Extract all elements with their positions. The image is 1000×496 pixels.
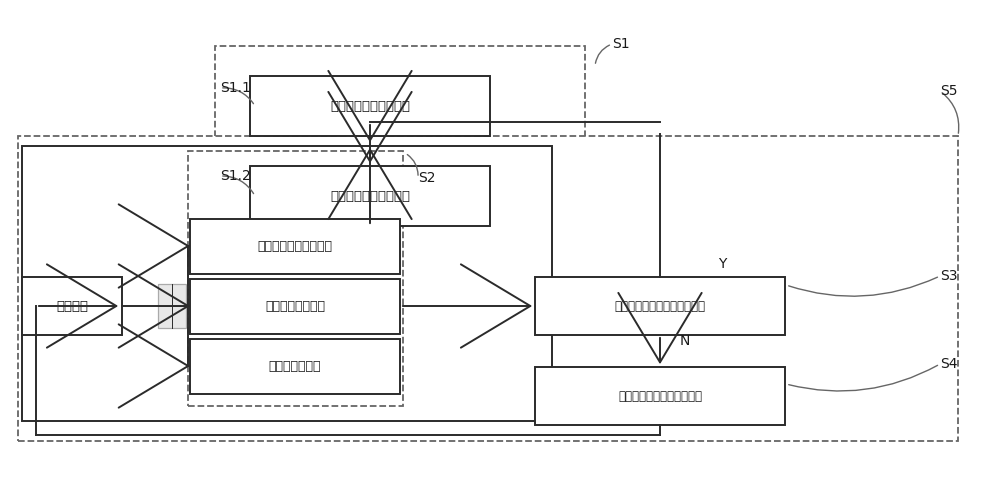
Bar — [18, 136, 958, 441]
Bar — [250, 166, 490, 226]
Text: S5: S5 — [940, 84, 958, 98]
Text: S2: S2 — [418, 171, 436, 185]
Text: 强制通风装置调节并道气压: 强制通风装置调节并道气压 — [618, 389, 702, 402]
Text: S1: S1 — [612, 37, 630, 51]
Bar — [190, 338, 400, 393]
Text: N: N — [680, 334, 690, 348]
Bar — [190, 278, 400, 333]
Bar — [190, 219, 400, 273]
Text: S4: S4 — [940, 357, 958, 371]
Text: S1.2: S1.2 — [220, 169, 251, 183]
Text: 获取轿厢内气压: 获取轿厢内气压 — [269, 360, 321, 372]
Text: 电梯运行: 电梯运行 — [56, 300, 88, 312]
Bar — [535, 277, 785, 335]
Text: S3: S3 — [940, 269, 958, 283]
Text: 计算轿厢噪音控制目标: 计算轿厢噪音控制目标 — [330, 189, 410, 202]
Text: 数据处理并判断气压是否达标: 数据处理并判断气压是否达标 — [614, 300, 706, 312]
Bar — [188, 151, 403, 406]
Text: Y: Y — [718, 257, 726, 271]
Bar — [22, 277, 122, 335]
Text: 计算强制通风装置参数: 计算强制通风装置参数 — [330, 100, 410, 113]
Text: S1.1: S1.1 — [220, 81, 251, 95]
Bar — [250, 76, 490, 136]
Bar — [22, 146, 552, 421]
Bar — [158, 284, 186, 328]
Text: 获取轿厢运行参数: 获取轿厢运行参数 — [265, 300, 325, 312]
Bar — [215, 46, 585, 236]
Bar — [535, 367, 785, 425]
Text: 井道气压、温湿度监测: 井道气压、温湿度监测 — [258, 240, 332, 252]
